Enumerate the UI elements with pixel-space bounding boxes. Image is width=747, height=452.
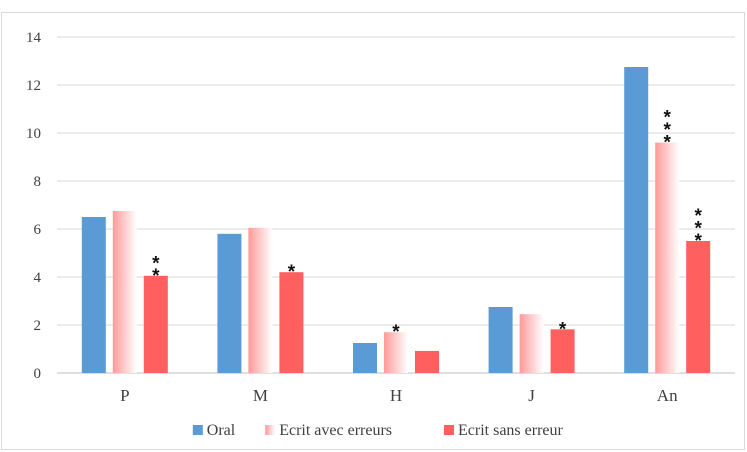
significance-star: * — [152, 266, 160, 287]
bar-M-0 — [217, 233, 242, 373]
y-tick-label: 2 — [34, 318, 42, 334]
bar-An-2 — [686, 241, 711, 373]
significance-star: * — [392, 322, 400, 343]
significance-star: * — [694, 219, 702, 240]
significance-star: * — [663, 120, 671, 141]
significance-markers: ** ** ******* — [152, 108, 702, 344]
legend: Oral Ecrit avec erreurs Ecrit sans erreur — [192, 422, 564, 439]
significance-star: * — [663, 133, 671, 154]
bar-M-2 — [279, 272, 304, 373]
legend-label-0: Oral — [207, 422, 236, 439]
bar-P-1 — [112, 211, 137, 373]
y-tick-label: 6 — [34, 222, 42, 238]
legend-label-2: Ecrit sans erreur — [458, 422, 564, 439]
bar-H-2 — [415, 350, 439, 373]
bar-H-1 — [384, 332, 408, 373]
significance-star: * — [288, 262, 296, 283]
bar-An-1 — [655, 142, 680, 373]
legend-swatch-2 — [444, 425, 454, 435]
gridlines — [57, 36, 735, 374]
significance-star: * — [694, 206, 702, 227]
significance-star: * — [152, 253, 160, 274]
bar-P-2 — [143, 275, 168, 373]
y-axis-ticks: 0 2 4 6 8 10 12 14 — [26, 30, 42, 382]
legend-swatch-0 — [192, 425, 203, 435]
x-tick-label: P — [120, 386, 129, 405]
y-tick-label: 12 — [26, 78, 41, 94]
bar-P-0 — [81, 217, 106, 373]
significance-star: * — [694, 231, 702, 252]
legend-swatch-1 — [265, 425, 276, 435]
y-tick-label: 4 — [34, 270, 42, 286]
significance-star: * — [559, 319, 567, 340]
y-tick-label: 10 — [26, 126, 41, 142]
bars — [81, 67, 711, 373]
x-axis-ticks: P M H J An — [120, 386, 678, 405]
y-tick-label: 14 — [26, 30, 42, 46]
significance-star: * — [663, 108, 671, 129]
bar-J-1 — [519, 314, 544, 373]
bar-J-0 — [488, 307, 513, 373]
x-tick-label: H — [390, 386, 402, 405]
bar-H-0 — [353, 343, 377, 373]
legend-label-1: Ecrit avec erreurs — [279, 422, 392, 439]
y-tick-label: 8 — [34, 174, 42, 190]
bar-J-2 — [550, 329, 575, 373]
bar-An-0 — [624, 67, 649, 373]
x-tick-label: J — [528, 386, 535, 405]
x-tick-label: M — [253, 386, 268, 405]
y-tick-label: 0 — [34, 366, 42, 382]
x-tick-label: An — [657, 386, 678, 405]
bar-M-1 — [248, 227, 273, 373]
